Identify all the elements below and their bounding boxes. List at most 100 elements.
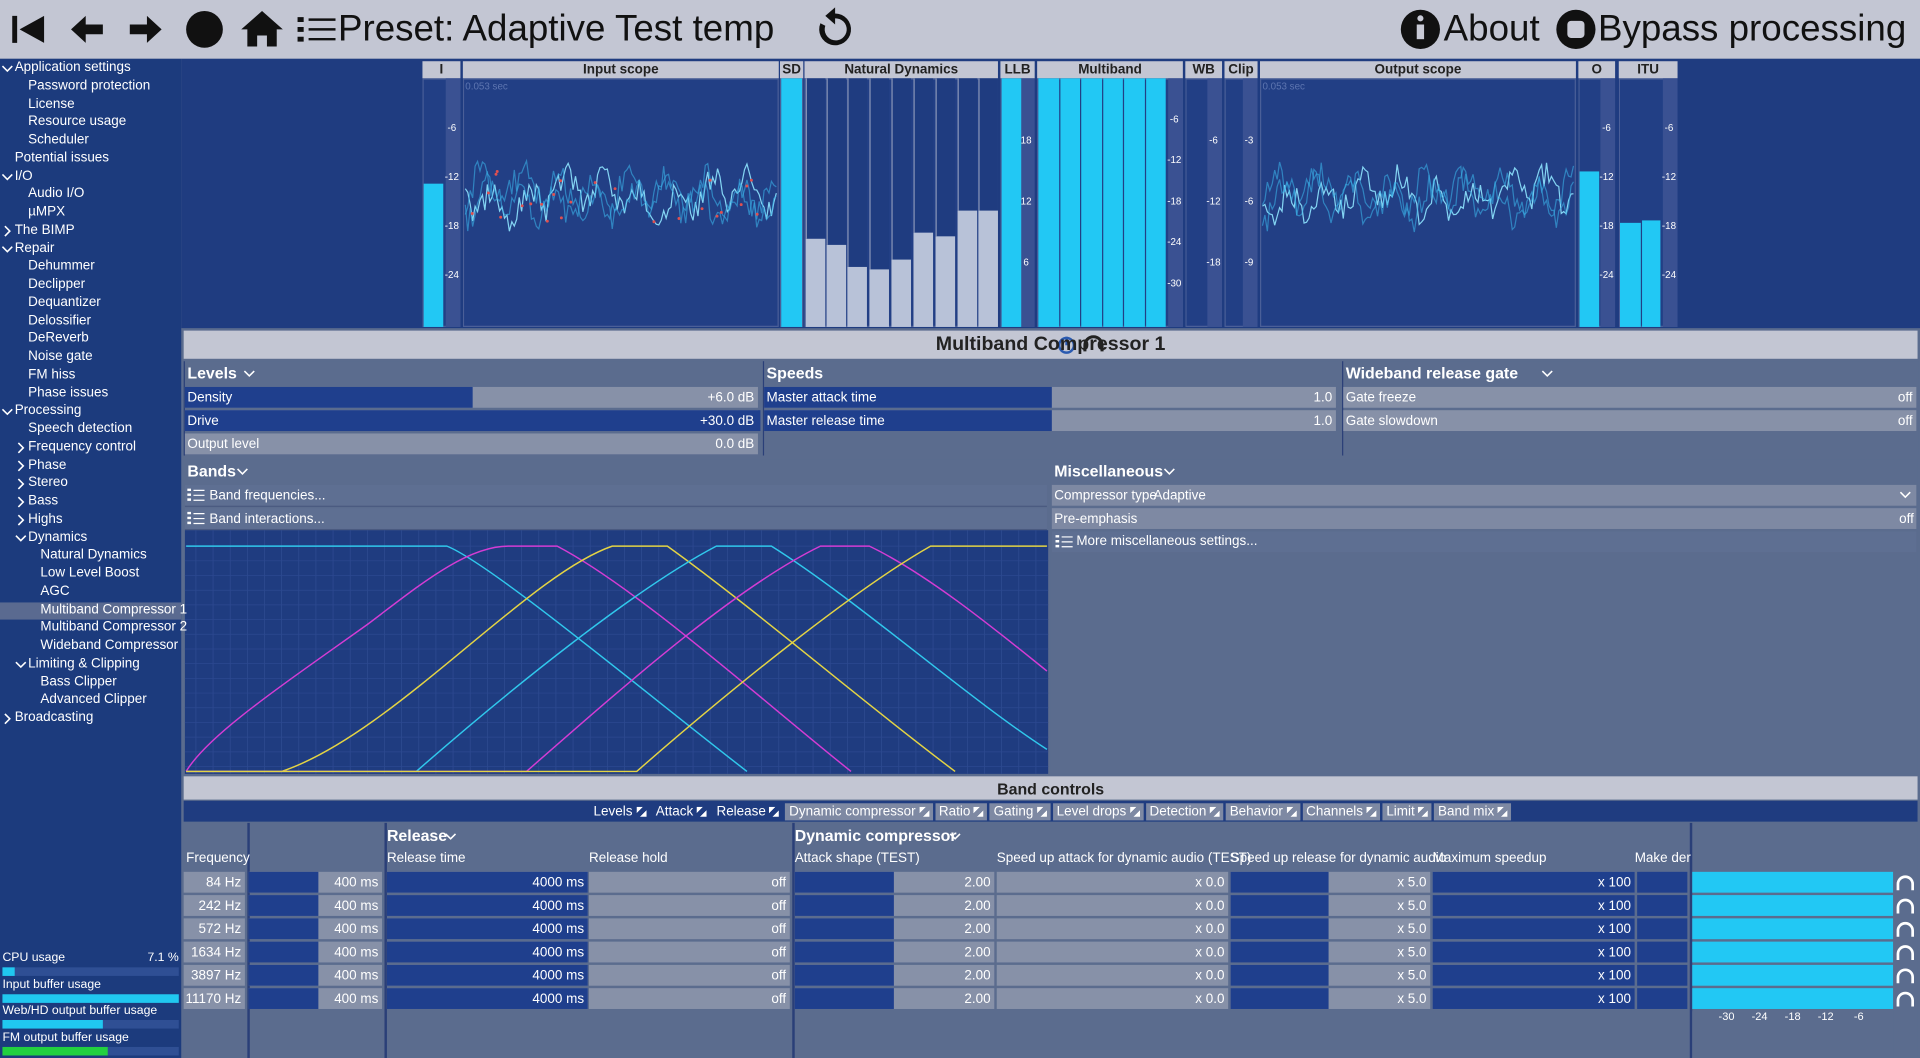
cell-value[interactable]: x 5.0 (1231, 900, 1427, 913)
band-button[interactable]: Band interactions... (209, 513, 324, 526)
cell-value[interactable]: 400 ms (249, 947, 379, 960)
cell-value[interactable]: 2.00 (795, 970, 991, 983)
tab[interactable]: Attack (652, 803, 710, 820)
cell-value[interactable]: 400 ms (249, 970, 379, 983)
cell-value[interactable]: x 5.0 (1231, 993, 1427, 1006)
cell-value[interactable]: 4000 ms (387, 947, 584, 960)
cell-value[interactable]: x 0.0 (997, 947, 1225, 960)
row-value[interactable]: +30.0 dB (186, 415, 754, 428)
cell-value[interactable]: off (589, 947, 786, 960)
cell-value[interactable]: x 100 (1433, 970, 1631, 983)
tree-item[interactable]: FM hiss (28, 368, 75, 381)
tree-item[interactable]: Broadcasting (15, 711, 94, 724)
tree-item[interactable]: Repair (15, 242, 55, 255)
row-value[interactable]: off (1054, 513, 1914, 526)
cell-value[interactable]: x 5.0 (1231, 877, 1427, 890)
cell-value[interactable]: 2.00 (795, 900, 991, 913)
cell-value[interactable]: 400 ms (249, 923, 379, 936)
tab[interactable]: Level drops (1053, 803, 1143, 820)
cell-value[interactable]: x 5.0 (1231, 923, 1427, 936)
tree-item[interactable]: AGC (40, 585, 69, 598)
cell-value[interactable]: off (589, 900, 786, 913)
tree-item[interactable]: Frequency control (28, 441, 136, 454)
tab[interactable]: Levels (590, 803, 650, 820)
cell-value[interactable]: 242 Hz (184, 900, 242, 913)
tree-item[interactable]: Password protection (28, 79, 150, 92)
tree-item[interactable]: Resource usage (28, 115, 126, 128)
row-value[interactable]: off (1344, 415, 1912, 428)
tab[interactable]: Band mix (1434, 803, 1511, 820)
more-button[interactable]: More miscellaneous settings... (1076, 535, 1257, 548)
tree-item[interactable]: Bass Clipper (40, 675, 116, 688)
row-value[interactable]: off (1344, 392, 1912, 405)
cell-value[interactable]: x 100 (1433, 877, 1631, 890)
tree-item[interactable]: Delossifier (28, 314, 91, 327)
row-value[interactable]: 0.0 dB (186, 438, 754, 451)
tab[interactable]: Channels (1302, 803, 1380, 820)
tree-item[interactable]: DeReverb (28, 332, 89, 345)
cell-value[interactable]: 84 Hz (184, 877, 242, 890)
band-button[interactable]: Band frequencies... (209, 490, 325, 503)
tree-item[interactable]: Highs (28, 513, 62, 526)
tree-item[interactable]: Limiting & Clipping (28, 657, 140, 670)
cell-value[interactable]: x 0.0 (997, 900, 1225, 913)
tree-item[interactable]: Phase issues (28, 386, 108, 399)
cell-value[interactable]: x 100 (1433, 947, 1631, 960)
cell-value[interactable]: 2.00 (795, 877, 991, 890)
tree-item[interactable]: Bass (28, 495, 58, 508)
tree-item[interactable]: µMPX (28, 206, 65, 219)
tree-item[interactable]: Advanced Clipper (40, 693, 146, 706)
tree-item[interactable]: Wideband Compressor (40, 639, 178, 652)
cell-value[interactable]: 4000 ms (387, 993, 584, 1006)
tree-item[interactable]: Natural Dynamics (40, 549, 146, 562)
panel-title[interactable]: Levels (187, 365, 237, 381)
cell-value[interactable]: 11170 Hz (184, 993, 242, 1006)
cell-value[interactable]: 1634 Hz (184, 947, 242, 960)
row-label[interactable]: Compressor type (1054, 490, 1157, 503)
tree-item[interactable]: Potential issues (15, 152, 109, 165)
tab[interactable]: Dynamic compressor (785, 803, 932, 820)
cell-value[interactable]: off (589, 970, 786, 983)
tree-item[interactable]: Audio I/O (28, 188, 84, 201)
tree-item[interactable]: Low Level Boost (40, 567, 139, 580)
bypass-button[interactable]: Bypass processing (1598, 11, 1906, 48)
cell-value[interactable]: x 0.0 (997, 923, 1225, 936)
cell-value[interactable]: 572 Hz (184, 923, 242, 936)
tree-item[interactable]: Phase (28, 459, 66, 472)
cell-value[interactable]: 4000 ms (387, 923, 584, 936)
cell-value[interactable]: off (589, 877, 786, 890)
tree-item[interactable]: Application settings (15, 61, 131, 74)
tree-item[interactable]: Processing (15, 404, 82, 417)
cell-value[interactable]: 4000 ms (387, 970, 584, 983)
cell-value[interactable]: off (589, 923, 786, 936)
cell-value[interactable]: off (589, 993, 786, 1006)
tab[interactable]: Limit (1383, 803, 1432, 820)
panel-title[interactable]: Speeds (767, 365, 824, 381)
panel-title[interactable]: Wideband release gate (1346, 365, 1518, 381)
tree-item[interactable]: Declipper (28, 278, 85, 291)
row-value[interactable]: 1.0 (765, 415, 1332, 428)
cell-value[interactable]: 4000 ms (387, 900, 584, 913)
cell-value[interactable]: 3897 Hz (184, 970, 242, 983)
tree-item[interactable]: Dynamics (28, 531, 87, 544)
cell-value[interactable]: x 0.0 (997, 970, 1225, 983)
cell-value[interactable]: x 5.0 (1231, 947, 1427, 960)
cell-value[interactable]: x 100 (1433, 900, 1631, 913)
tab[interactable]: Gating (990, 803, 1051, 820)
cell-value[interactable]: x 0.0 (997, 877, 1225, 890)
tab[interactable]: Release (713, 803, 783, 820)
tree-item[interactable]: Noise gate (28, 350, 92, 363)
cell-value[interactable]: 2.00 (795, 993, 991, 1006)
cell-value[interactable]: x 0.0 (997, 993, 1225, 1006)
tab[interactable]: Behavior (1226, 803, 1300, 820)
combo-value[interactable]: Adaptive (1153, 490, 1205, 503)
cell-value[interactable]: 400 ms (249, 900, 379, 913)
cell-value[interactable]: 400 ms (249, 993, 379, 1006)
tree-item[interactable]: Dequantizer (28, 296, 101, 309)
cell-value[interactable]: 2.00 (795, 947, 991, 960)
about-button[interactable]: About (1444, 11, 1540, 48)
tree-item[interactable]: Dehummer (28, 260, 95, 273)
cell-value[interactable]: x 5.0 (1231, 970, 1427, 983)
cell-value[interactable]: 4000 ms (387, 877, 584, 890)
tab[interactable]: Ratio (935, 803, 987, 820)
